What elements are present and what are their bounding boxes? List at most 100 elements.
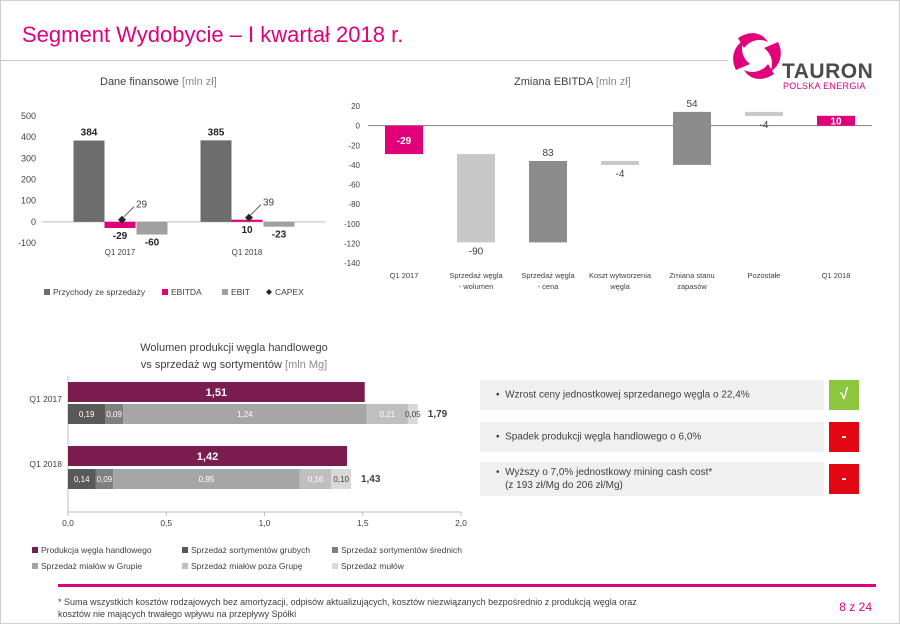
y-tick-label: 20 [351, 102, 360, 111]
y-category-label: Q1 2018 [29, 459, 62, 469]
bar-segment [407, 404, 418, 424]
legend-swatch [32, 547, 38, 553]
legend-label: Sprzedaż miałów poza Grupę [191, 561, 303, 571]
bar-segment [299, 469, 332, 489]
x-category-label: Sprzedaż węgla [449, 271, 503, 280]
capex-value-label: 29 [136, 200, 148, 211]
page-number: 8 z 24 [839, 600, 872, 614]
segment-value-label: 0,10 [333, 475, 349, 484]
x-category-label: - cena [538, 282, 560, 291]
segment-value-label: 0,05 [405, 410, 421, 419]
legend-swatch [332, 547, 338, 553]
ebitda-chart-unit: [mln zł] [595, 76, 631, 88]
x-tick-label: 1,5 [357, 518, 369, 528]
x-category-label: Q1 2017 [390, 271, 419, 280]
y-tick-label: 0 [31, 217, 36, 227]
financial-chart-unit: [mln zł] [181, 76, 217, 88]
waterfall-bar [385, 125, 423, 155]
y-tick-label: 500 [21, 111, 36, 121]
waterfall-value-label: -4 [760, 120, 769, 131]
bullet-text-production: • Spadek produkcji węgla handlowego o 6,… [496, 431, 702, 443]
bullet-box-production: • Spadek produkcji węgla handlowego o 6,… [480, 422, 824, 452]
bullet-text-cost: • Wyższy o 7,0% jednostkowy mining cash … [496, 467, 713, 491]
y-tick-label: 300 [21, 153, 36, 163]
legend-label: Produkcja węgla handlowego [41, 545, 152, 555]
waterfall-bar [745, 111, 783, 116]
x-tick-label: 0,0 [62, 518, 74, 528]
capex-marker [245, 213, 253, 222]
x-category-label: - wolumen [459, 282, 494, 291]
waterfall-value-label: -90 [469, 246, 484, 257]
segment-value-label: 0,19 [79, 410, 95, 419]
legend-label: Sprzedaż sortymentów grubych [191, 545, 310, 555]
segment-value-label: 0,09 [106, 410, 122, 419]
title-divider [0, 60, 728, 61]
legend-swatch [32, 563, 38, 569]
y-tick-label: -40 [348, 161, 360, 170]
volume-chart-title: Wolumen produkcji węgla handlowego vs sp… [134, 340, 334, 374]
volume-chart-unit: [mln Mg] [285, 359, 328, 371]
x-category-label: Q1 2017 [105, 248, 136, 257]
bar-value-label: -29 [113, 231, 128, 242]
legend-label: CAPEX [275, 287, 304, 297]
waterfall-value-label: 54 [686, 99, 698, 110]
waterfall-bar [817, 115, 855, 126]
total-value-label: 1,43 [361, 474, 381, 485]
legend-label: Sprzedaż mułów [341, 561, 405, 571]
x-category-label: zapasów [677, 282, 707, 291]
y-tick-label: -20 [348, 141, 360, 150]
segment-value-label: 0,95 [199, 475, 215, 484]
bar-ebitda [231, 219, 263, 222]
bar-segment [113, 469, 300, 489]
volume-chart-title-line2: vs sprzedaż wg sortymentów [mln Mg] [134, 357, 334, 374]
bar-ebitda [104, 221, 136, 228]
waterfall-value-label: 83 [542, 148, 554, 159]
legend-label: EBIT [231, 287, 250, 297]
ebitda-chart-title-text: Zmiana EBITDA [514, 76, 593, 88]
x-category-label: Sprzedaż węgla [521, 271, 575, 280]
page-title: Segment Wydobycie – I kwartał 2018 r. [22, 22, 404, 47]
x-category-label: Koszt wytworzenia [589, 271, 652, 280]
x-tick-label: 0,5 [160, 518, 172, 528]
y-tick-label: -100 [344, 220, 361, 229]
y-tick-label: -60 [348, 181, 360, 190]
bar-value-label: 385 [208, 127, 225, 138]
logo-wordmark: TAURON [782, 60, 874, 83]
y-tick-label: -80 [348, 200, 360, 209]
bar-segment [68, 469, 96, 489]
bar-value-label: 384 [81, 128, 98, 139]
bar-ebit [263, 221, 295, 227]
bullet-production-text: Spadek produkcji węgla handlowego o 6,0% [505, 431, 702, 443]
legend-label: Sprzedaż miałów w Grupie [41, 561, 142, 571]
negative-badge-production: - [829, 422, 859, 452]
total-value-label: 1,79 [428, 409, 448, 420]
x-category-label: węgla [609, 282, 630, 291]
bar-value-label: -23 [272, 230, 287, 241]
y-category-label: Q1 2017 [29, 394, 62, 404]
legend-swatch [182, 563, 188, 569]
bar-ebit [136, 221, 168, 235]
y-tick-label: 100 [21, 196, 36, 206]
waterfall-bar [601, 160, 639, 165]
waterfall-bar [673, 111, 711, 165]
bullet-text-price: • Wzrost ceny jednostkowej sprzedanego w… [496, 389, 750, 401]
bullet-price-text: Wzrost ceny jednostkowej sprzedanego węg… [505, 389, 750, 401]
legend-swatch [182, 547, 188, 553]
bar-production [68, 382, 365, 402]
legend-label: Przychody ze sprzedaży [53, 287, 146, 297]
bullet-box-price: • Wzrost ceny jednostkowej sprzedanego w… [480, 380, 824, 410]
legend-label: EBITDA [171, 287, 202, 297]
x-category-label: Q1 2018 [822, 271, 851, 280]
segment-value-label: 0,21 [380, 410, 396, 419]
x-category-label: Q1 2018 [232, 248, 263, 257]
legend-swatch [222, 289, 228, 295]
waterfall-value-label: -29 [397, 136, 412, 147]
y-tick-label: -100 [18, 238, 36, 248]
legend-label: Sprzedaż sortymentów średnich [341, 545, 462, 555]
financial-chart-title-text: Dane finansowe [100, 76, 179, 88]
y-tick-label: -120 [344, 239, 361, 248]
x-tick-label: 1,0 [259, 518, 271, 528]
